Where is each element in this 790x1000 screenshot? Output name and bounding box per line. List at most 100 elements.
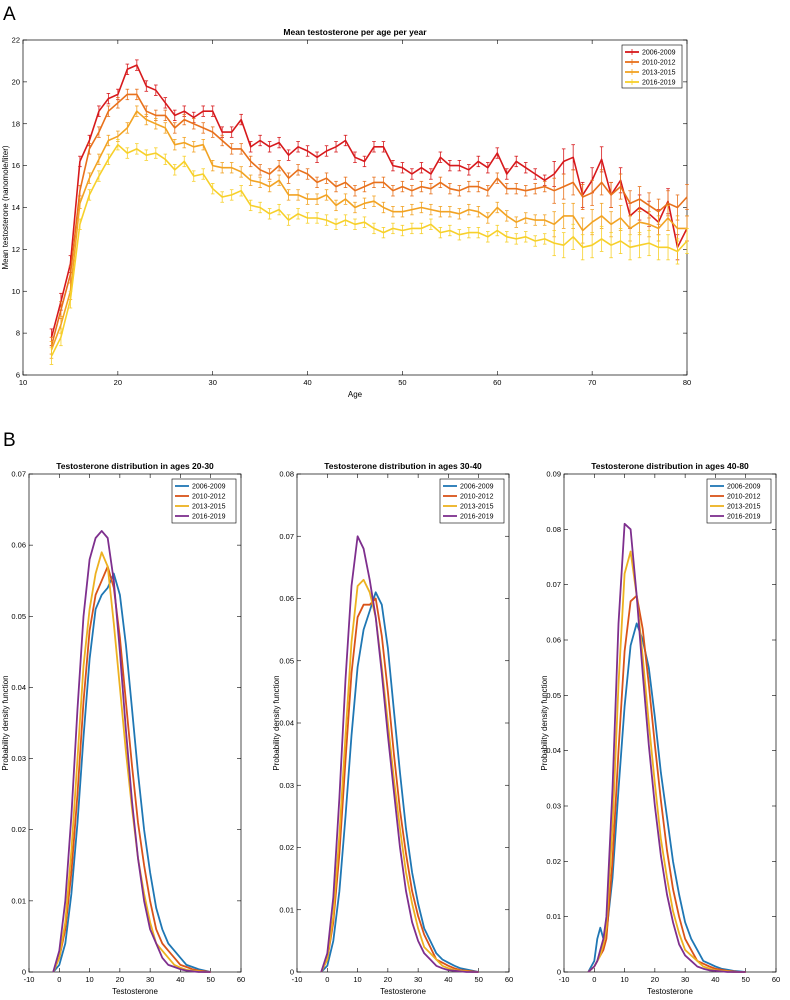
y-tick-label: 8 (16, 329, 20, 338)
series-line-2016-2019 (320, 535, 479, 973)
x-tick-label: 40 (303, 378, 311, 387)
y-tick-label: 0.07 (546, 580, 561, 589)
x-tick-label: 30 (209, 378, 217, 387)
series-line-2016-2019 (52, 530, 211, 973)
legend-label: 2010-2012 (192, 494, 226, 501)
x-tick-label: 70 (588, 378, 596, 387)
x-tick-label: -10 (292, 975, 303, 984)
legend-label: 2016-2019 (727, 514, 761, 521)
legend-label: 2013-2015 (192, 504, 226, 511)
y-axis-label: Probability density function (540, 675, 549, 770)
x-tick-label: 20 (116, 975, 124, 984)
plot-area (563, 473, 777, 973)
x-axis-label: Age (348, 390, 363, 399)
y-tick-label: 0.01 (11, 896, 26, 905)
x-tick-label: 50 (742, 975, 750, 984)
x-tick-label: 30 (146, 975, 154, 984)
y-tick-label: 0.05 (546, 691, 561, 700)
legend-label: 2013-2015 (727, 504, 761, 511)
legend: 2006-2009 2010-2012 2013-2015 2016-2019 (621, 44, 683, 89)
series-line-2013-2015 (50, 110, 687, 351)
y-tick-label: 20 (12, 77, 20, 86)
legend: 2006-2009 2010-2012 2013-2015 2016-2019 (439, 478, 505, 524)
series-line-2016-2019 (50, 143, 688, 357)
x-tick-label: 80 (683, 378, 691, 387)
x-tick-label: 60 (493, 378, 501, 387)
legend-label: 2006-2009 (727, 484, 761, 491)
x-tick-label: 10 (19, 378, 27, 387)
legend: 2006-2009 2010-2012 2013-2015 2016-2019 (171, 478, 237, 524)
x-tick-label: 20 (114, 378, 122, 387)
y-tick-label: 0.03 (279, 781, 294, 790)
series-line-2010-2012 (320, 597, 479, 973)
y-tick-label: 0 (290, 968, 294, 977)
legend-label: 2016-2019 (642, 80, 676, 87)
series-line-2013-2015 (320, 578, 479, 973)
chart-3: Testosterone distribution in ages 30-40 -… (272, 461, 513, 996)
x-axis-label: Testosterone (647, 987, 693, 996)
legend-label: 2006-2009 (192, 484, 226, 491)
series-line-2006-2009 (320, 591, 479, 973)
legend-label: 2010-2012 (642, 60, 676, 67)
series-line-2016-2019 (587, 522, 746, 973)
x-tick-label: 20 (384, 975, 392, 984)
y-tick-label: 0.03 (546, 802, 561, 811)
x-tick-label: 60 (772, 975, 780, 984)
y-tick-label: 0.02 (546, 857, 561, 866)
x-tick-label: 50 (475, 975, 483, 984)
chart-4: Testosterone distribution in ages 40-80 -… (540, 461, 780, 996)
y-tick-label: 14 (12, 203, 20, 212)
y-tick-label: 0.05 (279, 656, 294, 665)
y-tick-label: 0.01 (546, 912, 561, 921)
x-tick-label: 50 (398, 378, 406, 387)
y-tick-label: 0.04 (11, 683, 26, 692)
y-axis-label: Probability density function (1, 675, 10, 770)
series-line-2010-2012 (587, 594, 746, 973)
plot-area (296, 473, 510, 973)
chart-title: Testosterone distribution in ages 20-30 (56, 461, 214, 471)
y-tick-label: 0.07 (279, 532, 294, 541)
chart-title: Testosterone distribution in ages 40-80 (591, 461, 749, 471)
series-line-2010-2012 (50, 93, 688, 346)
y-tick-label: 0.06 (11, 541, 26, 550)
x-tick-label: -10 (559, 975, 570, 984)
series-line-2010-2012 (52, 565, 211, 973)
x-tick-label: 10 (353, 975, 361, 984)
legend-label: 2016-2019 (192, 514, 226, 521)
x-tick-label: 40 (444, 975, 452, 984)
x-tick-label: 60 (237, 975, 245, 984)
y-tick-label: 6 (16, 371, 20, 380)
panel-label-b: B (3, 430, 16, 451)
y-tick-label: 0.01 (279, 905, 294, 914)
chart-title: Testosterone distribution in ages 30-40 (324, 461, 482, 471)
y-tick-label: 10 (12, 287, 20, 296)
chart-title: Mean testosterone per age per year (283, 27, 427, 37)
x-tick-label: 30 (414, 975, 422, 984)
x-tick-label: 40 (176, 975, 184, 984)
chart-1: Mean testosterone per age per year 10 20 30… (1, 27, 691, 399)
legend-label: 2010-2012 (727, 494, 761, 501)
x-tick-label: 30 (681, 975, 689, 984)
y-tick-label: 0.08 (546, 525, 561, 534)
y-tick-label: 0.05 (11, 612, 26, 621)
y-tick-label: 16 (12, 161, 20, 170)
panel-label-a: A (3, 4, 16, 25)
series-line-2006-2009 (52, 572, 211, 973)
legend-label: 2006-2009 (642, 50, 676, 57)
x-tick-label: 10 (620, 975, 628, 984)
legend: 2006-2009 2010-2012 2013-2015 2016-2019 (706, 478, 772, 524)
y-tick-label: 12 (12, 245, 20, 254)
x-axis-label: Testosterone (380, 987, 426, 996)
x-tick-label: 0 (592, 975, 596, 984)
x-tick-label: 10 (85, 975, 93, 984)
legend-label: 2013-2015 (642, 70, 676, 77)
legend-label: 2013-2015 (460, 504, 494, 511)
y-tick-label: 0.09 (546, 470, 561, 479)
x-tick-label: -10 (24, 975, 35, 984)
series-line-2006-2009 (50, 64, 688, 338)
x-tick-label: 20 (651, 975, 659, 984)
y-tick-label: 22 (12, 36, 20, 45)
y-tick-label: 0.07 (11, 470, 26, 479)
plot-area (28, 473, 242, 973)
